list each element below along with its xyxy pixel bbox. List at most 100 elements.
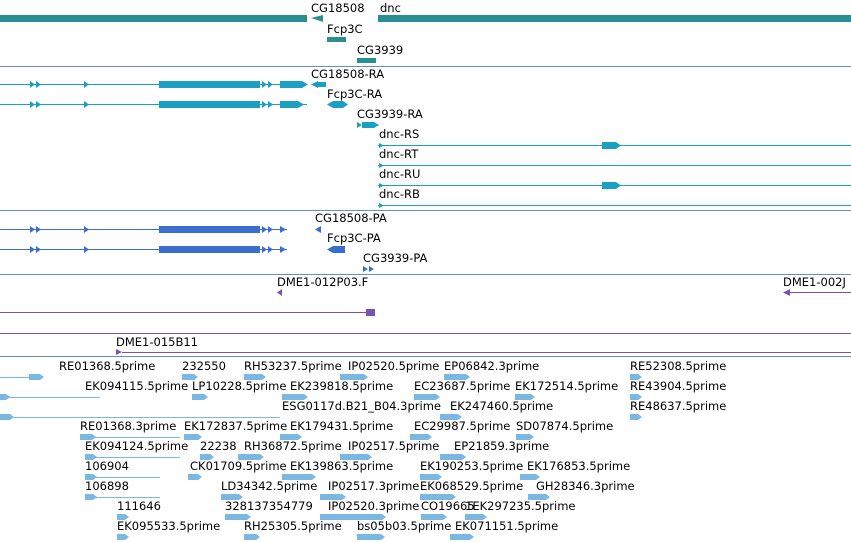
transcript-feature[interactable]: dnc-RB — [378, 187, 851, 208]
est-track: RE01368.5prime 232550 RH53237.5prime IP0252… — [0, 359, 726, 540]
est-feature[interactable]: EC29987.5prime — [410, 419, 510, 440]
est-feature[interactable]: RE43904.5prime — [630, 379, 726, 400]
est-label: EP06842.3prime — [444, 359, 539, 373]
protein-track: CG18508-PA Fcp3C-PA CG3939-PA — [0, 211, 428, 272]
est-feature[interactable]: 22238 — [200, 439, 237, 460]
est-label: EK094115.5prime — [85, 379, 188, 393]
est-feature[interactable]: 232550 — [182, 359, 226, 380]
est-feature[interactable]: EK176853.5prime — [520, 459, 630, 480]
est-feature[interactable]: EK172514.5prime — [515, 379, 618, 400]
protein-feature[interactable]: CG3939-PA — [363, 251, 428, 272]
est-label: EK247460.5prime — [450, 399, 553, 413]
est-feature[interactable]: 106904 — [85, 459, 160, 480]
est-feature[interactable]: GH28346.3prime — [528, 479, 635, 500]
est-feature[interactable]: RH53237.5prime — [244, 359, 342, 380]
est-label: RE43904.5prime — [630, 379, 726, 393]
transcript-label: CG3939-RA — [357, 107, 423, 121]
gene-feature[interactable]: CG18508 — [0, 1, 365, 22]
est-feature[interactable]: EK095533.5prime — [117, 519, 220, 540]
transcript-feature[interactable]: CG3939-RA — [357, 107, 423, 128]
est-feature[interactable]: EP21859.3prime — [440, 439, 549, 460]
transcript-feature[interactable]: dnc-RT — [378, 147, 851, 168]
est-feature[interactable]: EK179431.5prime — [280, 419, 393, 440]
est-label: RE01368.5prime — [59, 359, 155, 373]
est-feature[interactable]: SD07874.5prime — [516, 419, 613, 440]
est-feature[interactable]: 111646 — [117, 499, 161, 520]
est-label: RE01368.3prime — [80, 419, 176, 433]
transcript-feature[interactable]: dnc-RU — [378, 167, 851, 189]
est-feature[interactable]: LP10228.5prime — [192, 379, 286, 400]
gene-feature[interactable]: Fcp3C — [327, 22, 363, 42]
est-feature[interactable]: CO19665 — [421, 499, 475, 520]
clone-label: DME1-002J — [783, 275, 846, 289]
transcript-label: dnc-RS — [379, 127, 419, 141]
est-feature[interactable]: 328137354779 — [225, 499, 313, 520]
transcript-label: CG18508-RA — [311, 67, 384, 81]
est-feature[interactable]: EK172837.5prime — [184, 419, 287, 440]
transcript-feature[interactable] — [0, 101, 348, 108]
est-feature[interactable]: EK094115.5prime — [0, 379, 188, 400]
est-label: SD07874.5prime — [516, 419, 613, 433]
est-label: EK179431.5prime — [290, 419, 393, 433]
gene-label: CG3939 — [357, 43, 403, 57]
clone-feature[interactable]: DME1-012P03.F — [0, 275, 375, 316]
est-feature[interactable]: EK094124.5prime — [85, 439, 188, 460]
est-label: IP02520.5prime — [348, 359, 439, 373]
transcript-feature[interactable]: Fcp3C-RA — [327, 87, 382, 101]
est-label: 106904 — [85, 459, 129, 473]
est-feature[interactable]: RH25305.5prime — [244, 519, 342, 540]
est-label: EK239818.5prime — [290, 379, 393, 393]
est-feature[interactable]: RH36872.5prime — [238, 439, 342, 460]
track-dividers — [0, 66, 851, 357]
est-feature[interactable]: EK071151.5prime — [450, 519, 558, 540]
est-label: RE48637.5prime — [630, 399, 726, 413]
est-label: EK176853.5prime — [527, 459, 630, 473]
est-label: RH53237.5prime — [244, 359, 342, 373]
est-feature[interactable]: RE52308.5prime — [630, 359, 726, 380]
est-label: CK01709.5prime — [190, 459, 287, 473]
est-label: EP21859.3prime — [454, 439, 549, 453]
est-label: LP10228.5prime — [192, 379, 286, 393]
est-feature[interactable]: EK247460.5prime — [440, 399, 553, 420]
est-feature[interactable]: LD34342.5prime — [221, 479, 317, 500]
est-label: ESG0117d.B21_B04.3prime — [282, 399, 441, 413]
transcript-label: dnc-RT — [379, 147, 419, 161]
est-feature[interactable]: 1EK297235.5prime — [465, 499, 576, 520]
est-feature[interactable]: EK239818.5prime — [282, 379, 393, 400]
est-label: EK172837.5prime — [184, 419, 287, 433]
est-feature[interactable]: CK01709.5prime — [188, 459, 287, 480]
est-feature[interactable]: IP02520.3prime — [320, 499, 419, 520]
est-label: EK139863.5prime — [290, 459, 393, 473]
est-feature[interactable]: IP02520.5prime — [340, 359, 439, 380]
est-feature[interactable]: EP06842.3prime — [444, 359, 539, 380]
clone-feature[interactable]: DME1-002J — [783, 275, 851, 296]
transcript-feature[interactable]: CG18508-RA — [0, 67, 384, 88]
est-feature[interactable]: EK190253.5prime — [420, 459, 523, 480]
protein-label: Fcp3C-PA — [327, 231, 381, 245]
est-feature[interactable]: IP02517.5prime — [340, 439, 439, 460]
est-feature[interactable]: IP02517.3prime — [320, 479, 419, 500]
est-feature[interactable]: RE48637.5prime — [630, 399, 726, 420]
est-feature[interactable]: EC23687.5prime — [414, 379, 510, 400]
est-feature[interactable]: bs05b03.5prime — [357, 519, 451, 540]
est-feature[interactable]: 106898 — [85, 479, 160, 500]
protein-label: CG18508-PA — [315, 211, 387, 225]
est-label: EK071151.5prime — [455, 519, 558, 533]
gene-label: CG18508 — [311, 1, 365, 15]
est-label: EK068529.5prime — [420, 479, 523, 493]
est-label: CO19665 — [421, 499, 475, 513]
est-feature[interactable]: RE01368.5prime — [0, 359, 155, 380]
clone-feature[interactable]: DME1-015B11 — [0, 333, 851, 356]
protein-feature[interactable]: CG18508-PA — [0, 211, 387, 233]
gene-feature[interactable]: dnc — [378, 1, 851, 22]
est-feature[interactable]: RE01368.3prime — [80, 419, 180, 440]
est-feature[interactable]: EK068529.5prime — [420, 479, 523, 500]
gene-track: CG18508 dnc Fcp3C CG3939 — [0, 1, 851, 63]
gene-feature[interactable]: CG3939 — [357, 43, 403, 63]
est-feature[interactable]: EK139863.5prime — [282, 459, 393, 480]
transcript-label: dnc-RU — [379, 167, 420, 181]
est-feature[interactable]: ESG0117d.B21_B04.3prime — [0, 399, 441, 420]
transcript-feature[interactable]: dnc-RS — [378, 127, 851, 149]
gene-label: Fcp3C — [327, 22, 363, 36]
protein-feature[interactable]: Fcp3C-PA — [0, 231, 381, 253]
